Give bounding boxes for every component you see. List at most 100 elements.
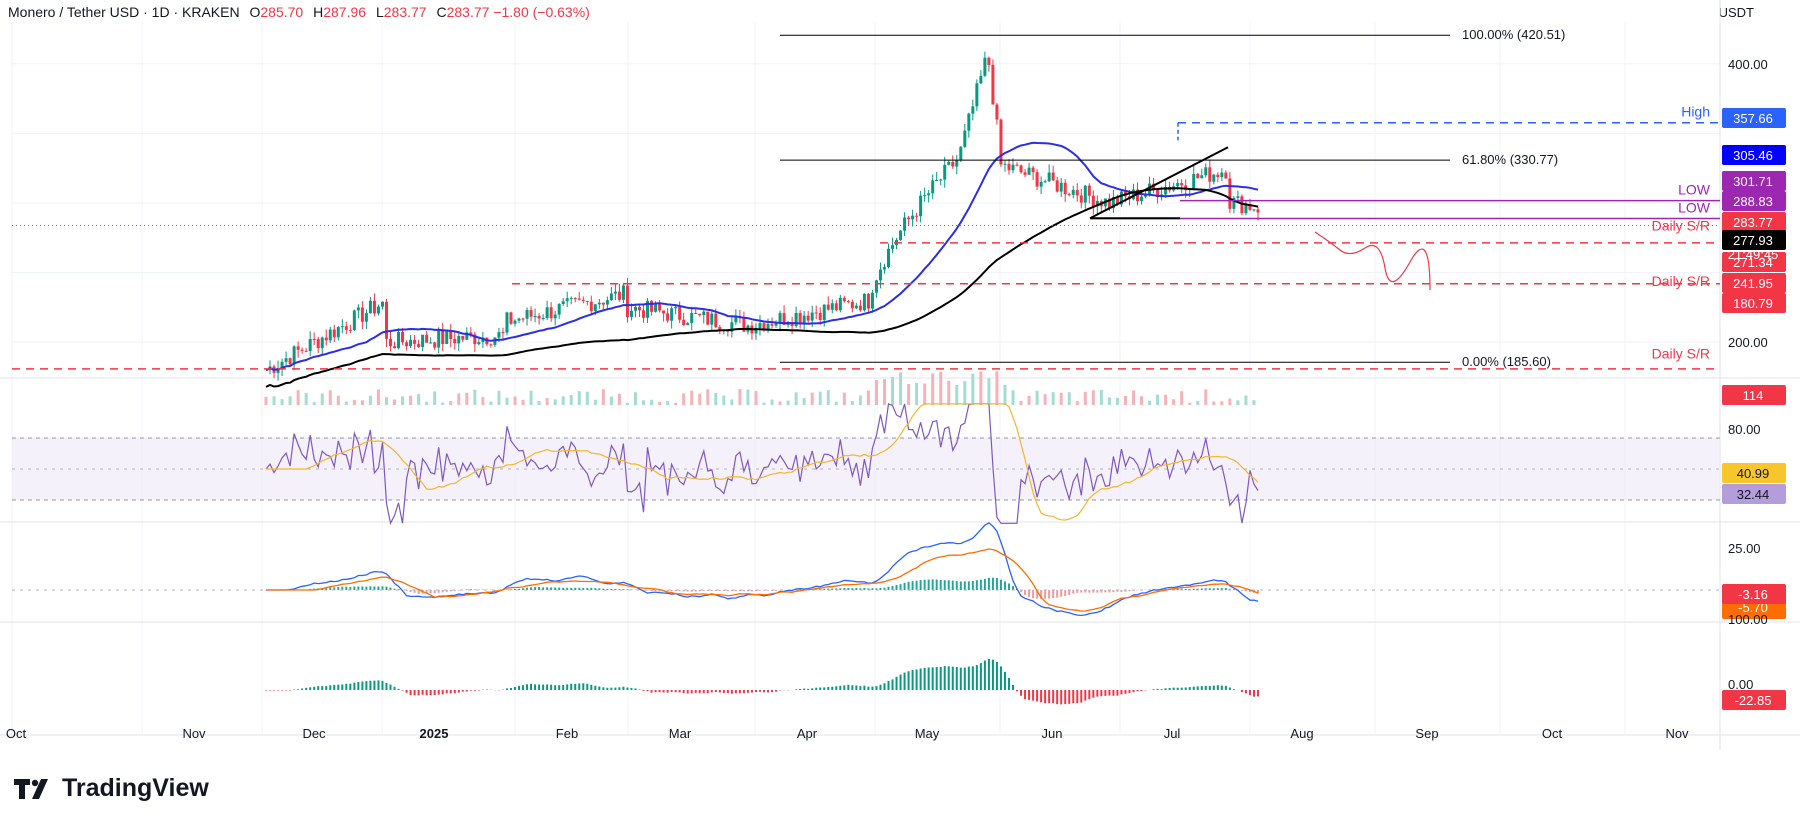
oscillator-bar (349, 683, 352, 690)
macd-hist (361, 586, 364, 590)
macd-hist (710, 590, 713, 592)
macd-hist (325, 587, 328, 590)
candle (425, 334, 429, 343)
oscillator-bar (582, 683, 585, 690)
volume-bar (593, 399, 597, 405)
oscillator-bar (285, 690, 288, 691)
macd-hist (979, 579, 982, 590)
candle (814, 312, 818, 314)
oscillator-bar (907, 671, 910, 690)
oscillator-bar (618, 687, 621, 690)
macd-hist (1184, 588, 1187, 590)
candle (686, 323, 690, 326)
candle (846, 301, 850, 303)
x-tick-label: Feb (556, 726, 578, 741)
oscillator-bar (827, 686, 830, 690)
volume-bar (328, 390, 332, 405)
volume-bar (1212, 401, 1216, 405)
macd-hist (851, 588, 854, 590)
macd-hist (702, 590, 705, 591)
volume-bar (1148, 400, 1152, 405)
macd-hist (887, 586, 890, 590)
oscillator-bar (542, 684, 545, 690)
oscillator-bar (654, 690, 657, 693)
macd-hist (1060, 590, 1063, 597)
volume-bar (923, 383, 927, 405)
oscillator-bar (421, 690, 424, 695)
candle (642, 310, 646, 318)
oscillator-bar (465, 690, 468, 692)
candle (834, 303, 838, 311)
candle (312, 338, 316, 340)
volume-bar (393, 399, 397, 405)
volume-bar (730, 399, 734, 405)
tradingview-logo-icon (14, 778, 48, 799)
candle (646, 300, 650, 318)
candle (866, 293, 870, 309)
macd-hist (341, 586, 344, 590)
open-label: O (249, 4, 261, 20)
oscillator-bar (1252, 690, 1255, 697)
candle (794, 313, 798, 326)
macd-hist (674, 590, 677, 592)
oscillator-bar (634, 688, 637, 690)
oscillator-bar (758, 690, 761, 692)
oscillator-bar (767, 690, 770, 693)
oscillator-bar (505, 688, 508, 690)
oscillator-bar (875, 686, 878, 690)
oscillator-bar (839, 685, 842, 690)
oscillator-bar (566, 684, 569, 690)
macd-hist (775, 590, 778, 591)
candle (509, 312, 513, 324)
candle (581, 299, 585, 301)
rsi-signal-line (266, 403, 1259, 521)
macd-hist (726, 590, 729, 592)
candle (1156, 188, 1160, 198)
osc-tick-label: 100.00 (1728, 612, 1768, 627)
candle (529, 310, 533, 317)
macd-hist (734, 590, 737, 592)
candle (308, 338, 312, 352)
macd-hist (522, 588, 525, 590)
oscillator-bar (939, 666, 942, 690)
oscillator-bar (341, 684, 344, 690)
macd-hist (1124, 590, 1127, 592)
macd-hist (594, 588, 597, 590)
candle (609, 293, 613, 301)
candle (465, 332, 469, 340)
candle (376, 306, 380, 314)
macd-hist (915, 580, 918, 590)
macd-hist (349, 586, 352, 590)
tradingview-logo[interactable]: TradingView (14, 774, 209, 803)
macd-label-bg (1722, 584, 1786, 604)
macd-hist (626, 589, 629, 590)
candle (1031, 167, 1035, 173)
macd-hist (1128, 590, 1131, 592)
macd-hist (927, 579, 930, 590)
macd-hist (875, 588, 878, 590)
oscillator-bar (763, 690, 765, 693)
y-tick-label: 400.00 (1728, 57, 1768, 72)
candle (854, 305, 858, 309)
volume-bar (457, 393, 461, 405)
volume-bar (874, 379, 878, 405)
x-tick-label: Oct (1542, 726, 1563, 741)
volume-bar (842, 392, 846, 405)
volume-bar (433, 391, 437, 405)
brand-name: TradingView (62, 774, 209, 802)
price-label-bg (1722, 252, 1786, 272)
macd-hist (955, 581, 958, 590)
volume-bar (1091, 390, 1095, 405)
macd-hist (465, 589, 468, 590)
oscillator-bar (417, 690, 420, 696)
volume-bar (714, 392, 718, 405)
y-tick-label: 200.00 (1728, 335, 1768, 350)
volume-bar (465, 392, 469, 405)
volume-bar (1156, 394, 1160, 405)
oscillator-bar (1096, 690, 1099, 697)
candle (806, 315, 810, 321)
price-label-bg (1722, 145, 1786, 165)
currency-label[interactable]: USDT (1718, 5, 1754, 20)
candle (1067, 194, 1071, 196)
